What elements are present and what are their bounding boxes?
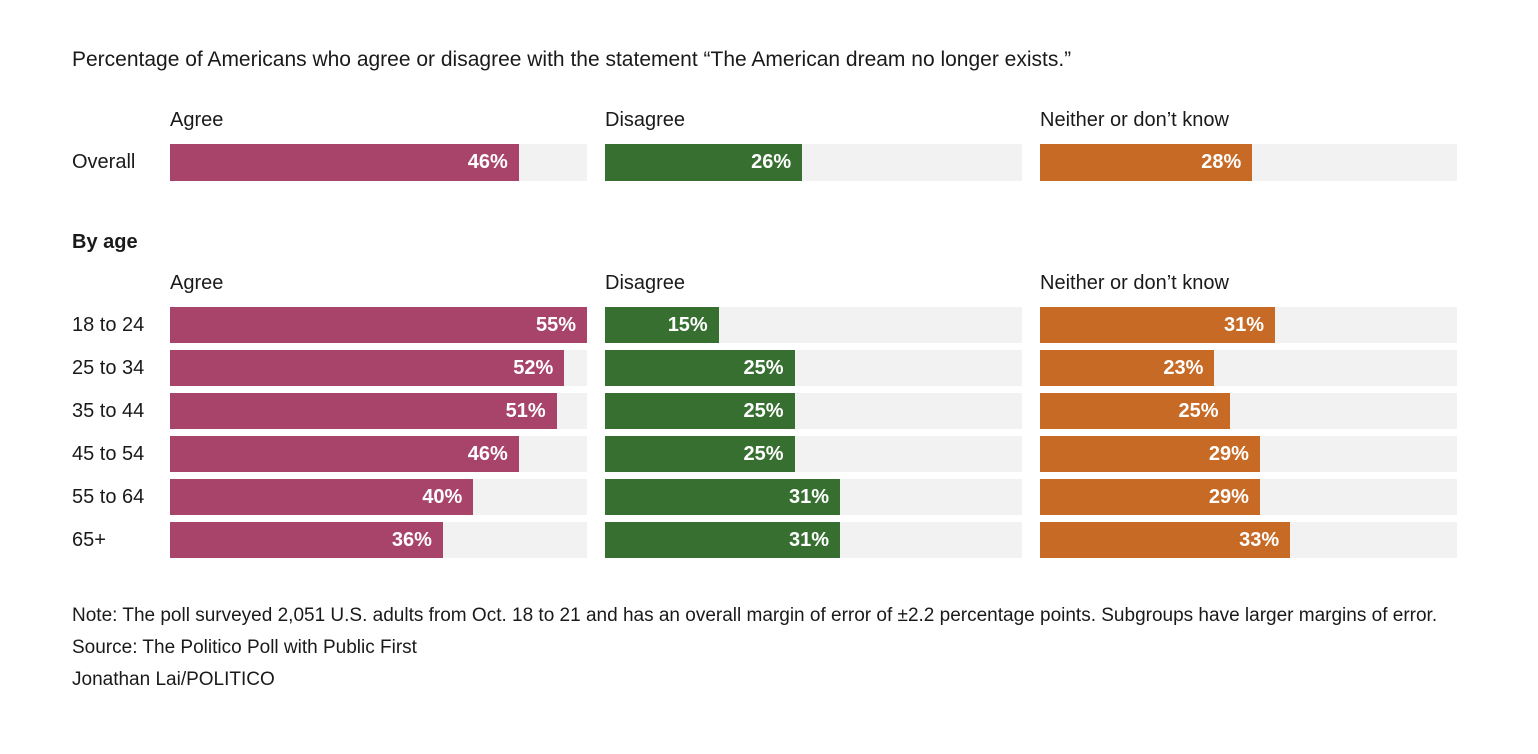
- bar-track-disagree: 25%: [605, 393, 1022, 429]
- chart-row-35-to-44: 35 to 44 51% 25% 25%: [72, 393, 1538, 429]
- bar-track-disagree: 25%: [605, 350, 1022, 386]
- bar-track-disagree: 31%: [605, 479, 1022, 515]
- chart-page: Percentage of Americans who agree or dis…: [72, 48, 1538, 696]
- bar-track-agree: 55%: [170, 307, 587, 343]
- bar-value-label: 51%: [505, 399, 546, 422]
- bar-track-agree: 46%: [170, 436, 587, 472]
- bar-value-label: 52%: [513, 356, 554, 379]
- bar-value-label: 46%: [467, 151, 508, 173]
- bar-value-label: 29%: [1208, 485, 1249, 508]
- bar-value-label: 31%: [1224, 313, 1265, 336]
- bar-fill-disagree: 15%: [605, 307, 719, 343]
- row-label: Overall: [72, 151, 136, 173]
- row-label: 45 to 54: [72, 442, 145, 465]
- byline-text: Jonathan Lai/POLITICO: [72, 669, 275, 690]
- bar-track-disagree: 26%: [605, 144, 1022, 181]
- bar-track-disagree: 25%: [605, 436, 1022, 472]
- column-header-agree: Agree: [170, 272, 224, 294]
- bar-value-label: 25%: [1178, 399, 1219, 422]
- bar-fill-disagree: 31%: [605, 522, 841, 558]
- bar-fill-agree: 52%: [170, 350, 565, 386]
- page-title: Percentage of Americans who agree or dis…: [72, 48, 1072, 71]
- bar-track-agree: 46%: [170, 144, 587, 181]
- column-header-neither: Neither or don’t know: [1040, 109, 1229, 131]
- bar-value-label: 29%: [1208, 442, 1249, 465]
- chart-footer: Note: The poll surveyed 2,051 U.S. adult…: [72, 600, 1462, 696]
- bar-value-label: 26%: [751, 151, 792, 173]
- bar-value-label: 40%: [422, 485, 463, 508]
- by-age-rows: 18 to 24 55% 15% 31% 25 to 34 52% 25% 23% 35 to …: [72, 307, 1538, 558]
- bar-fill-agree: 36%: [170, 522, 443, 558]
- bar-track-neither: 28%: [1040, 144, 1457, 181]
- bar-fill-disagree: 25%: [605, 436, 795, 472]
- chart-row-25-to-34: 25 to 34 52% 25% 23%: [72, 350, 1538, 386]
- overall-rows: Overall 46% 26% 28%: [72, 144, 1538, 181]
- bar-fill-agree: 40%: [170, 479, 474, 515]
- column-headers-overall: Agree Disagree Neither or don’t know: [72, 109, 1538, 132]
- chart-row-55-to-64: 55 to 64 40% 31% 29%: [72, 479, 1538, 515]
- bar-fill-disagree: 31%: [605, 479, 841, 515]
- row-label: 25 to 34: [72, 356, 145, 379]
- row-label: 18 to 24: [72, 313, 145, 336]
- bar-value-label: 25%: [743, 399, 784, 422]
- bar-track-neither: 29%: [1040, 479, 1457, 515]
- row-label: 65+: [72, 528, 106, 551]
- chart-row-overall: Overall 46% 26% 28%: [72, 144, 1538, 181]
- source-text: Source: The Politico Poll with Public Fi…: [72, 637, 417, 658]
- bar-value-label: 15%: [667, 313, 708, 336]
- bar-fill-neither: 31%: [1040, 307, 1276, 343]
- bar-fill-disagree: 26%: [605, 144, 803, 181]
- bar-track-neither: 33%: [1040, 522, 1457, 558]
- row-label: 35 to 44: [72, 399, 145, 422]
- chart-row-45-to-54: 45 to 54 46% 25% 29%: [72, 436, 1538, 472]
- bar-value-label: 25%: [743, 442, 784, 465]
- bar-value-label: 25%: [743, 356, 784, 379]
- row-label: 55 to 64: [72, 485, 145, 508]
- bar-value-label: 55%: [535, 313, 576, 336]
- note-text: Note: The poll surveyed 2,051 U.S. adult…: [72, 605, 1438, 626]
- column-header-disagree: Disagree: [605, 109, 686, 131]
- bar-track-neither: 25%: [1040, 393, 1457, 429]
- bar-track-agree: 51%: [170, 393, 587, 429]
- column-headers-by-age: Agree Disagree Neither or don’t know: [72, 272, 1538, 295]
- bar-track-agree: 40%: [170, 479, 587, 515]
- bar-fill-neither: 29%: [1040, 479, 1260, 515]
- bar-fill-agree: 46%: [170, 436, 519, 472]
- bar-fill-neither: 33%: [1040, 522, 1291, 558]
- bar-value-label: 31%: [789, 528, 830, 551]
- bar-fill-disagree: 25%: [605, 393, 795, 429]
- bar-track-neither: 29%: [1040, 436, 1457, 472]
- bar-fill-neither: 25%: [1040, 393, 1230, 429]
- bar-track-neither: 23%: [1040, 350, 1457, 386]
- chart-row-18-to-24: 18 to 24 55% 15% 31%: [72, 307, 1538, 343]
- bar-track-disagree: 15%: [605, 307, 1022, 343]
- column-header-neither: Neither or don’t know: [1040, 272, 1229, 294]
- column-header-disagree: Disagree: [605, 272, 686, 294]
- bar-value-label: 33%: [1239, 528, 1280, 551]
- bar-value-label: 28%: [1201, 151, 1242, 173]
- bar-value-label: 46%: [467, 442, 508, 465]
- bar-fill-agree: 55%: [170, 307, 587, 343]
- bar-fill-agree: 46%: [170, 144, 519, 181]
- bar-track-disagree: 31%: [605, 522, 1022, 558]
- bar-track-agree: 52%: [170, 350, 587, 386]
- bar-fill-agree: 51%: [170, 393, 557, 429]
- bar-track-agree: 36%: [170, 522, 587, 558]
- bar-value-label: 31%: [789, 485, 830, 508]
- chart-row-65-: 65+ 36% 31% 33%: [72, 522, 1538, 558]
- bar-value-label: 36%: [391, 528, 432, 551]
- bar-fill-neither: 28%: [1040, 144, 1253, 181]
- bar-value-label: 23%: [1163, 356, 1204, 379]
- column-header-agree: Agree: [170, 109, 224, 131]
- bar-fill-neither: 29%: [1040, 436, 1260, 472]
- bar-fill-disagree: 25%: [605, 350, 795, 386]
- bar-fill-neither: 23%: [1040, 350, 1215, 386]
- bar-track-neither: 31%: [1040, 307, 1457, 343]
- by-age-heading: By age: [72, 231, 138, 253]
